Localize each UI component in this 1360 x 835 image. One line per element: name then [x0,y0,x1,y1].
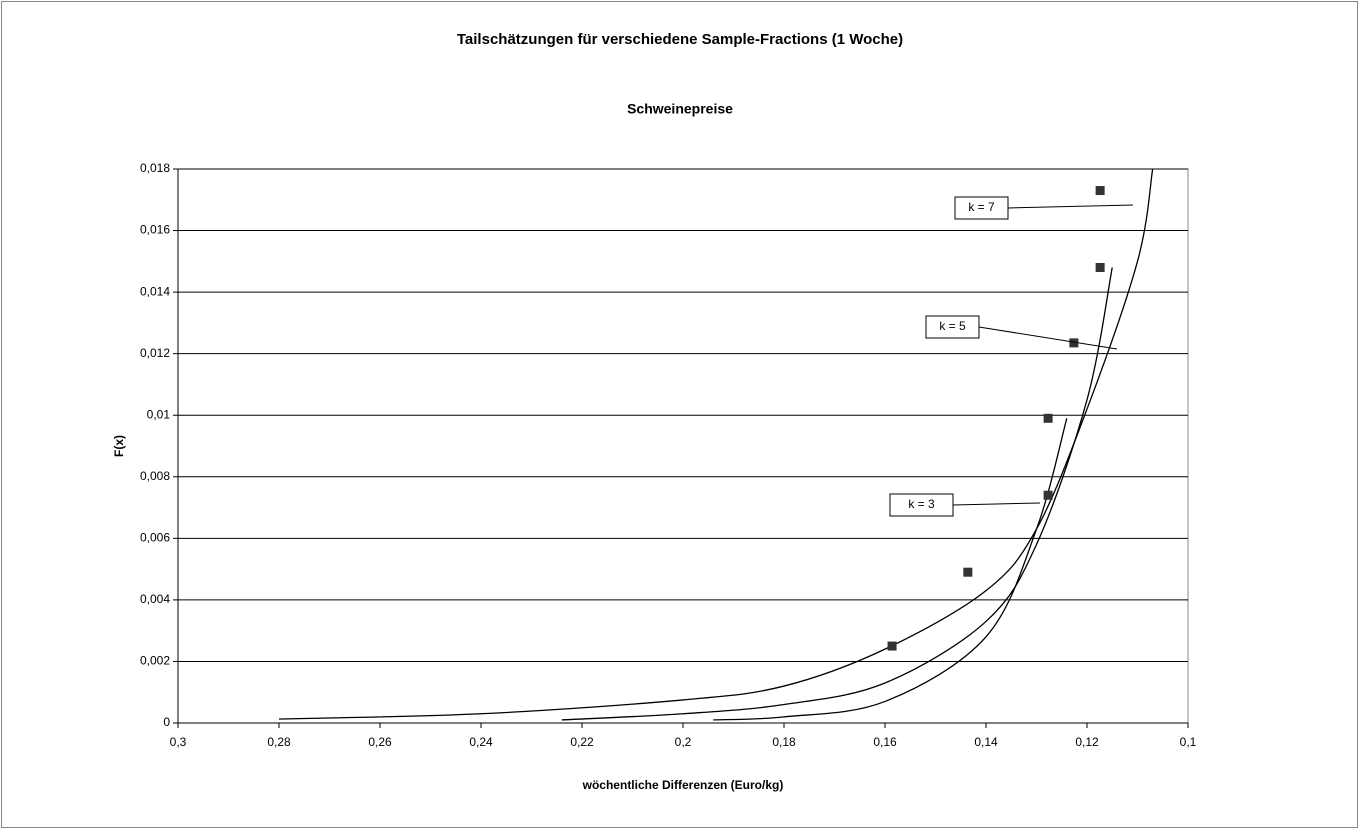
annotation-leader [952,502,1041,506]
y-tick-label: 0,004 [140,592,170,606]
y-axis-label: F(x) [112,435,126,457]
chart-subtitle: Schweinepreise [627,101,733,117]
x-tick-label: 0,3 [170,735,187,749]
y-tick-label: 0,01 [147,407,171,421]
x-tick-label: 0,12 [1075,735,1099,749]
data-point [1069,338,1079,348]
y-tick-label: 0,002 [140,654,170,668]
y-tick-label: 0,018 [140,161,170,175]
data-point [963,567,973,577]
annotation-box [889,493,954,517]
annotation-leader [1007,204,1134,209]
annotation: k = 5 [939,319,966,333]
data-point [1095,186,1105,196]
x-tick-label: 0,16 [873,735,897,749]
x-tick-label: 0,18 [772,735,796,749]
x-tick-label: 0,26 [368,735,392,749]
annotation-box [954,196,1009,220]
x-tick-label: 0,1 [1180,735,1197,749]
x-tick-label: 0,24 [469,735,493,749]
x-tick-label: 0,2 [675,735,692,749]
data-point [887,641,897,651]
annotation-leader [978,326,1118,350]
fit-curve [713,418,1068,721]
fit-curve [561,267,1113,721]
y-tick-label: 0,016 [140,223,170,237]
x-tick-label: 0,22 [570,735,594,749]
plot-area [177,168,1189,724]
annotation-box [925,315,980,339]
y-tick-label: 0,012 [140,346,170,360]
fit-curve [278,168,1154,720]
chart-title: Tailschätzungen für verschiedene Sample-… [457,31,903,48]
y-tick-label: 0,008 [140,469,170,483]
data-point [1095,262,1105,272]
y-tick-label: 0 [163,715,170,729]
data-point [1043,413,1053,423]
x-tick-label: 0,14 [974,735,998,749]
y-tick-label: 0,006 [140,531,170,545]
data-point [1043,490,1053,500]
x-tick-label: 0,28 [267,735,291,749]
annotation: k = 3 [908,497,935,511]
y-tick-label: 0,014 [140,284,170,298]
x-axis-label: wöchentliche Differenzen (Euro/kg) [582,778,784,792]
annotation: k = 7 [968,200,995,214]
